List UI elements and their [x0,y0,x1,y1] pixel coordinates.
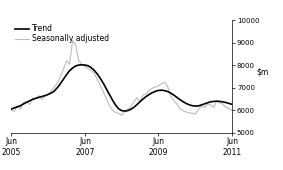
Seasonally adjusted [230,110,234,112]
Trend [86,65,90,67]
Trend [80,64,83,66]
Trend [10,108,13,110]
Trend [230,103,234,105]
Legend: Trend, Seasonally adjusted: Trend, Seasonally adjusted [15,24,109,43]
Seasonally adjusted [206,103,209,105]
Seasonally adjusted [200,105,203,107]
Seasonally adjusted [10,109,13,111]
Seasonally adjusted [120,114,123,116]
Trend [123,110,127,112]
Seasonally adjusted [71,40,74,42]
Line: Trend: Trend [11,65,232,111]
Seasonally adjusted [215,100,218,102]
Trend [59,83,62,85]
Trend [126,110,130,112]
Trend [200,104,203,106]
Seasonally adjusted [126,108,130,110]
Y-axis label: $m: $m [256,67,268,76]
Seasonally adjusted [86,68,90,70]
Seasonally adjusted [59,75,62,78]
Trend [215,100,218,102]
Trend [206,102,209,104]
Line: Seasonally adjusted: Seasonally adjusted [11,41,232,115]
